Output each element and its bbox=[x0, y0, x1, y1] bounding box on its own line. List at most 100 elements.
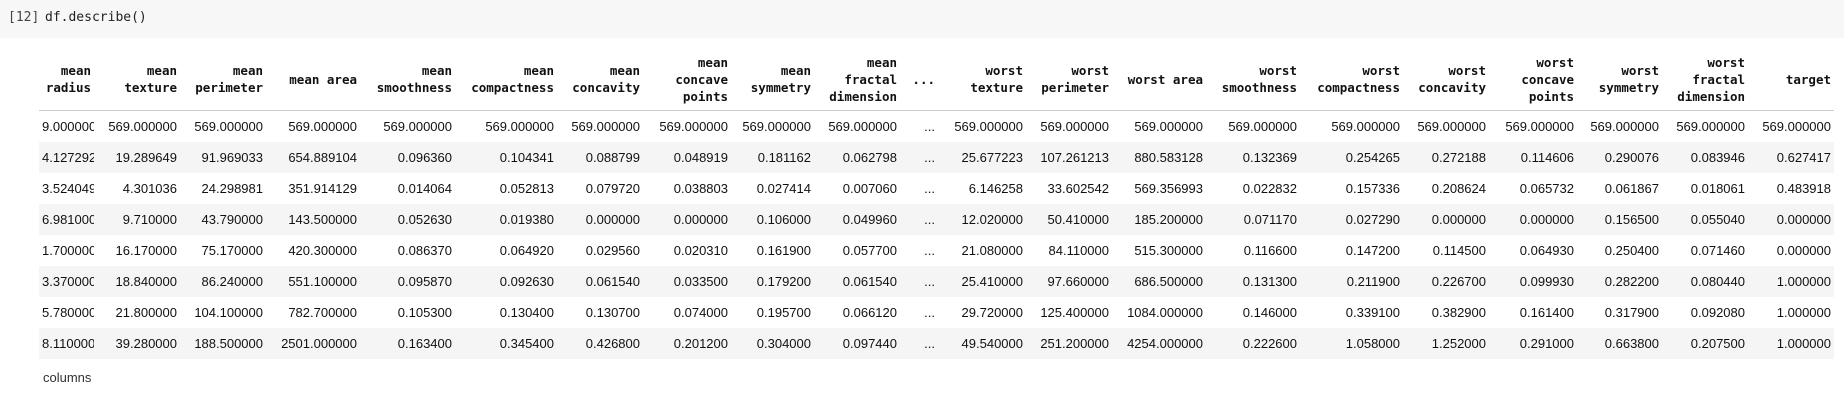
table-cell: 0.096360 bbox=[360, 142, 455, 173]
table-cell: 0.272188 bbox=[1403, 142, 1489, 173]
table-cell: 569.000000 bbox=[1676, 119, 1745, 134]
table-cell: 1.252000 bbox=[1403, 328, 1489, 359]
header-line: worst bbox=[1362, 63, 1400, 78]
table-cell: 251.200000 bbox=[1026, 328, 1112, 359]
table-cell: ... bbox=[900, 266, 938, 297]
table-cell: 0.057700 bbox=[842, 243, 897, 258]
table-cell: 0.052630 bbox=[360, 204, 455, 235]
header-line: dimension bbox=[829, 88, 897, 104]
header-line: texture bbox=[970, 80, 1023, 95]
table-cell: 1084.000000 bbox=[1127, 305, 1203, 320]
table-cell: 0.038803 bbox=[673, 181, 728, 196]
table-cell: 0.163400 bbox=[360, 328, 455, 359]
output: mean radius mean texture mean perimeter mean a… bbox=[39, 48, 1839, 359]
table-row: 3.370000 18.840000 86.240000 551.100000 0.09… bbox=[39, 266, 1834, 297]
table-cell: 0.130400 bbox=[499, 305, 554, 320]
table-cell: 0.095870 bbox=[360, 266, 455, 297]
table-cell: 0.019380 bbox=[455, 204, 557, 235]
table-row: 3.524049 4.301036 24.298981 351.914129 0.014… bbox=[39, 173, 1834, 204]
table-cell: 0.147200 bbox=[1345, 243, 1400, 258]
table-cell: 0.055040 bbox=[1662, 204, 1748, 235]
table-cell: 97.660000 bbox=[1026, 266, 1112, 297]
table-cell: 0.088799 bbox=[557, 142, 643, 173]
table-cell: 0.290076 bbox=[1577, 142, 1662, 173]
table-cell: 569.000000 bbox=[1134, 119, 1203, 134]
header-line: concavity bbox=[1418, 80, 1486, 95]
header-line: mean bbox=[232, 63, 263, 78]
column-header: target bbox=[1748, 48, 1834, 111]
table-cell: ... bbox=[924, 119, 935, 134]
table-cell: 0.208624 bbox=[1431, 181, 1486, 196]
table-cell: 686.500000 bbox=[1112, 266, 1206, 297]
table-cell: 515.300000 bbox=[1134, 243, 1203, 258]
table-cell: 569.000000 bbox=[485, 119, 554, 134]
table-cell: 569.000000 bbox=[1505, 119, 1574, 134]
table-cell: 0.000000 bbox=[643, 204, 731, 235]
table-cell: 91.969033 bbox=[180, 142, 266, 173]
table-cell: 86.240000 bbox=[180, 266, 266, 297]
header-line: concave bbox=[1521, 71, 1574, 87]
table-cell: 0.105300 bbox=[397, 305, 452, 320]
header-line: compactness bbox=[471, 80, 554, 95]
table-cell: 0.065732 bbox=[1519, 181, 1574, 196]
table-cell: 0.226700 bbox=[1403, 266, 1489, 297]
column-header: mean perimeter bbox=[180, 48, 266, 111]
table-cell: 0.079720 bbox=[585, 181, 640, 196]
table-cell: 21.800000 bbox=[115, 305, 177, 320]
table-cell: ... bbox=[924, 243, 935, 258]
header-line: mean area bbox=[289, 71, 357, 87]
table-cell: 0.080440 bbox=[1662, 266, 1748, 297]
table-cell: 0.022832 bbox=[1242, 181, 1297, 196]
column-header: ... bbox=[900, 48, 938, 111]
column-header: mean fractal dimension bbox=[814, 48, 900, 111]
table-cell: 0.074000 bbox=[673, 305, 728, 320]
table-cell: 569.000000 bbox=[194, 119, 263, 134]
table-cell: 569.000000 bbox=[1040, 119, 1109, 134]
table-cell: 1.700000 bbox=[42, 243, 94, 258]
table-cell: ... bbox=[924, 305, 935, 320]
column-header: worst symmetry bbox=[1577, 48, 1662, 111]
table-cell: 0.071460 bbox=[1690, 243, 1745, 258]
table-cell: 4254.000000 bbox=[1112, 328, 1206, 359]
cell-code[interactable]: df.describe() bbox=[45, 10, 147, 25]
table-cell: 0.663800 bbox=[1577, 328, 1662, 359]
table-cell: 0.130700 bbox=[585, 305, 640, 320]
header-line: worst bbox=[1071, 63, 1109, 78]
table-cell: 9.710000 bbox=[94, 204, 180, 235]
table-cell: 0.345400 bbox=[455, 328, 557, 359]
table-cell: 0.049960 bbox=[814, 204, 900, 235]
table-cell: 351.914129 bbox=[288, 181, 357, 196]
header-line: smoothness bbox=[376, 80, 452, 95]
table-cell: 0.020310 bbox=[673, 243, 728, 258]
table-cell: 569.000000 bbox=[828, 119, 897, 134]
table-cell: 654.889104 bbox=[266, 142, 360, 173]
table-cell: 125.400000 bbox=[1040, 305, 1109, 320]
table-cell: 0.000000 bbox=[1403, 204, 1489, 235]
column-header: mean symmetry bbox=[731, 48, 814, 111]
table-cell: 0.097440 bbox=[814, 328, 900, 359]
header-line: worst bbox=[1448, 63, 1486, 78]
column-header: worst concavity bbox=[1403, 48, 1489, 111]
table-cell: 0.156500 bbox=[1577, 204, 1662, 235]
header-line: points bbox=[1528, 88, 1574, 104]
table-cell: 0.282200 bbox=[1577, 266, 1662, 297]
table-cell: 0.092630 bbox=[455, 266, 557, 297]
table-cell: 569.000000 bbox=[954, 119, 1023, 134]
table-cell: 0.195700 bbox=[756, 305, 811, 320]
table-row: 5.780000 21.800000 104.100000 782.700000 0.1… bbox=[39, 297, 1834, 328]
header-line: worst area bbox=[1127, 71, 1203, 87]
header-line: worst bbox=[1536, 54, 1574, 70]
table-cell: 29.720000 bbox=[961, 305, 1023, 320]
table-cell: 0.114606 bbox=[1489, 142, 1577, 173]
table-cell: 143.500000 bbox=[266, 204, 360, 235]
table-cell: 0.161900 bbox=[756, 243, 811, 258]
table-cell: 39.280000 bbox=[94, 328, 180, 359]
table-cell: 0.061540 bbox=[814, 266, 900, 297]
table-cell: 0.018061 bbox=[1690, 181, 1745, 196]
table-cell: 0.029560 bbox=[585, 243, 640, 258]
table-cell: 0.086370 bbox=[397, 243, 452, 258]
table-cell: 0.146000 bbox=[1242, 305, 1297, 320]
table-cell: 569.000000 bbox=[1590, 119, 1659, 134]
table-cell: 24.298981 bbox=[201, 181, 263, 196]
table-cell: 0.061540 bbox=[557, 266, 643, 297]
